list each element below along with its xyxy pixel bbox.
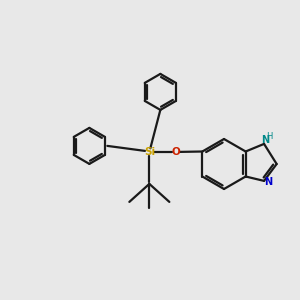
Text: Si: Si xyxy=(144,147,155,157)
Text: H: H xyxy=(266,132,273,141)
Text: N: N xyxy=(261,135,269,145)
Text: O: O xyxy=(172,147,180,157)
Text: N: N xyxy=(264,177,272,187)
